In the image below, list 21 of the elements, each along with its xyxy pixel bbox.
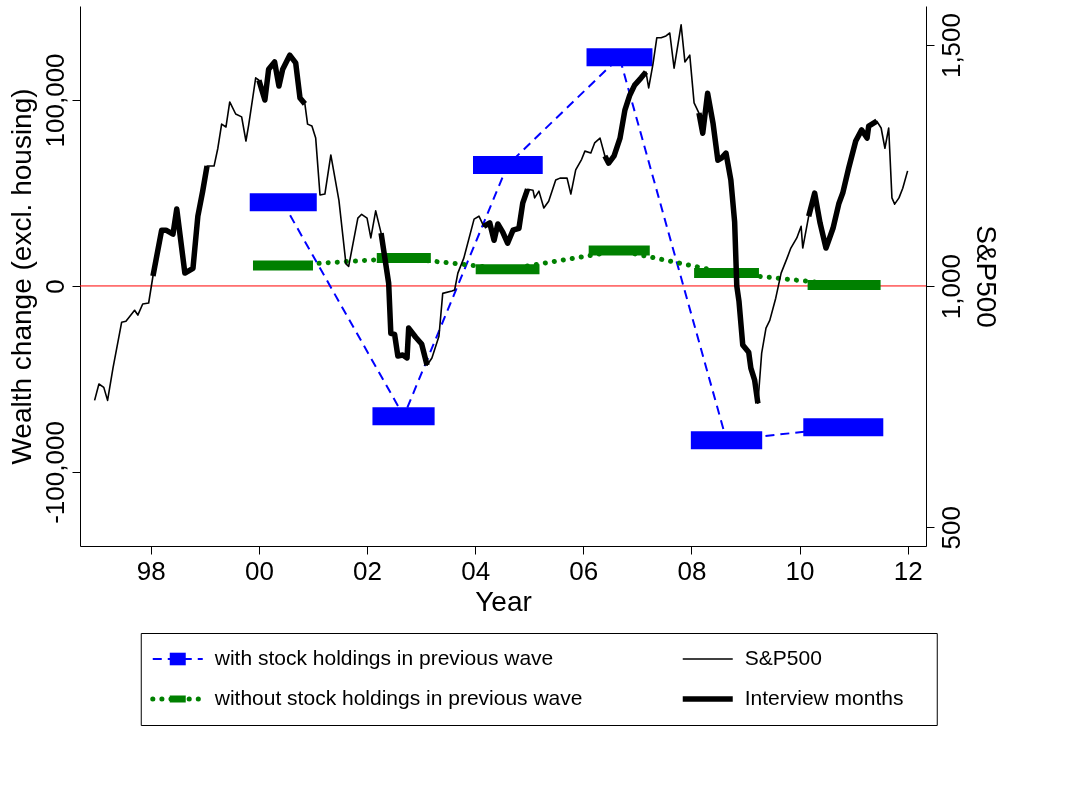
y2-tick-label: 1,000 — [935, 254, 966, 320]
y-tick-label: 100,000 — [39, 53, 70, 148]
x-axis-title: Year — [475, 585, 532, 617]
y-tick-label: 0 — [39, 279, 70, 294]
legend-label: without stock holdings in previous wave — [213, 686, 583, 709]
x-tick-label: 04 — [461, 555, 491, 586]
x-tick-label: 12 — [893, 555, 923, 586]
y-tick-label: -100,000 — [39, 421, 70, 524]
x-tick-label: 10 — [785, 555, 815, 586]
x-tick-label: 08 — [677, 555, 707, 586]
y2-tick-label: 1,500 — [935, 13, 966, 79]
y-axis-title: Wealth change (excl. housing) — [5, 88, 37, 465]
x-tick-label: 06 — [569, 555, 599, 586]
legend-label: with stock holdings in previous wave — [213, 646, 554, 669]
y2-axis-title: S&P500 — [970, 225, 1002, 328]
legend-label: S&P500 — [744, 646, 822, 669]
y2-tick-label: 500 — [935, 506, 966, 550]
x-tick-label: 98 — [136, 555, 166, 586]
x-tick-label: 02 — [353, 555, 383, 586]
legend-label: Interview months — [744, 686, 904, 709]
x-tick-label: 00 — [244, 555, 274, 586]
